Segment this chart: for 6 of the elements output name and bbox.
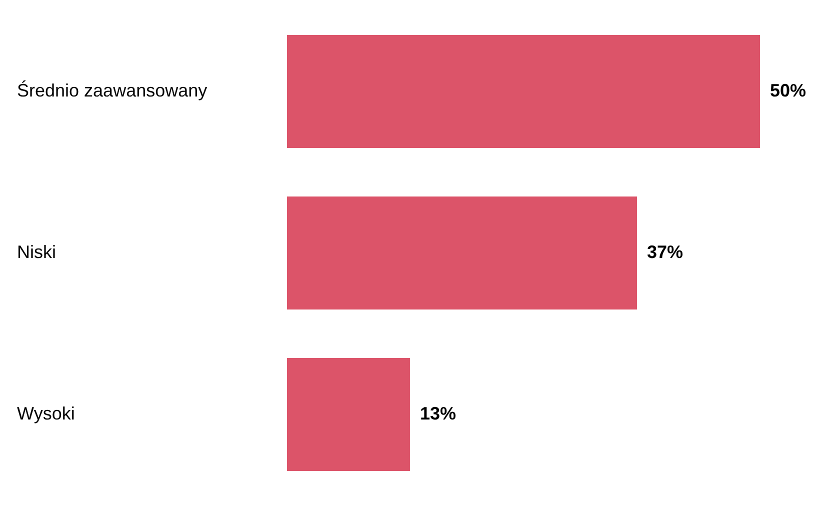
y-tick-label: Niski (17, 242, 56, 262)
y-tick-label: Wysoki (17, 403, 75, 424)
y-tick-label: Średnio zaawansowany (17, 80, 208, 100)
data-label: 37% (647, 242, 684, 262)
data-label: 13% (420, 403, 456, 424)
data-label: 50% (770, 80, 806, 100)
